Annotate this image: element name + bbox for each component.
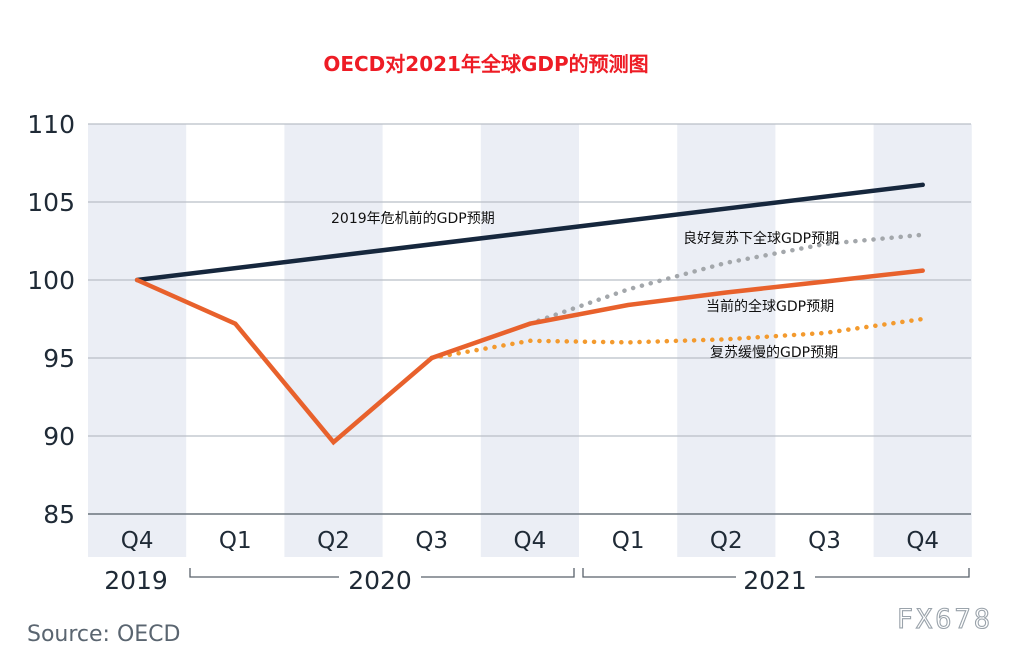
year-label: 2019 [104,566,168,595]
annotation-good: 良好复苏下全球GDP预期 [683,230,839,247]
x-tick-label: Q1 [612,528,645,554]
y-axis-ticks: 85 90 95 100 105 110 [27,110,75,529]
y-tick-label: 95 [43,344,75,373]
series-lines [134,182,925,446]
y-tick-label: 105 [27,188,75,217]
source-note: Source: OECD [27,622,180,647]
x-tick-label: Q2 [710,528,743,554]
column-band [88,124,187,557]
year-axis: 2019 2020 2021 [104,566,970,595]
year-bracket-2021 [582,568,970,578]
annotation-precrisis: 2019年危机前的GDP预期 [331,210,495,227]
watermark-logo: FX678 [897,604,993,635]
column-band [284,124,383,557]
x-tick-label: Q2 [317,528,350,554]
x-tick-label: Q3 [808,528,841,554]
series-line-slow [429,316,925,361]
x-axis-ticks: Q4 Q1 Q2 Q3 Q4 Q1 Q2 Q3 Q4 [121,528,939,554]
annotation-slow: 复苏缓慢的GDP预期 [710,344,838,361]
x-tick-label: Q4 [121,528,154,554]
x-tick-label: Q1 [219,528,252,554]
column-band [873,124,972,557]
y-tick-label: 110 [27,110,75,139]
chart-title: OECD对2021年全球GDP的预测图 [323,52,648,76]
series-line-current [134,268,925,446]
annotation-current: 当前的全球GDP预期 [706,298,834,315]
x-tick-label: Q4 [514,528,547,554]
column-bands [88,124,972,557]
x-tick-label: Q4 [906,528,939,554]
year-label: 2020 [348,566,412,595]
series-line-precrisis [134,182,925,283]
y-tick-label: 100 [27,266,75,295]
y-tick-label: 90 [43,422,75,451]
series-line-good [527,232,925,326]
y-tick-label: 85 [43,500,75,529]
series-annotations: 2019年危机前的GDP预期良好复苏下全球GDP预期当前的全球GDP预期复苏缓慢… [331,210,839,361]
year-label: 2021 [743,566,807,595]
year-bracket-2020 [189,568,575,578]
x-tick-label: Q3 [415,528,448,554]
